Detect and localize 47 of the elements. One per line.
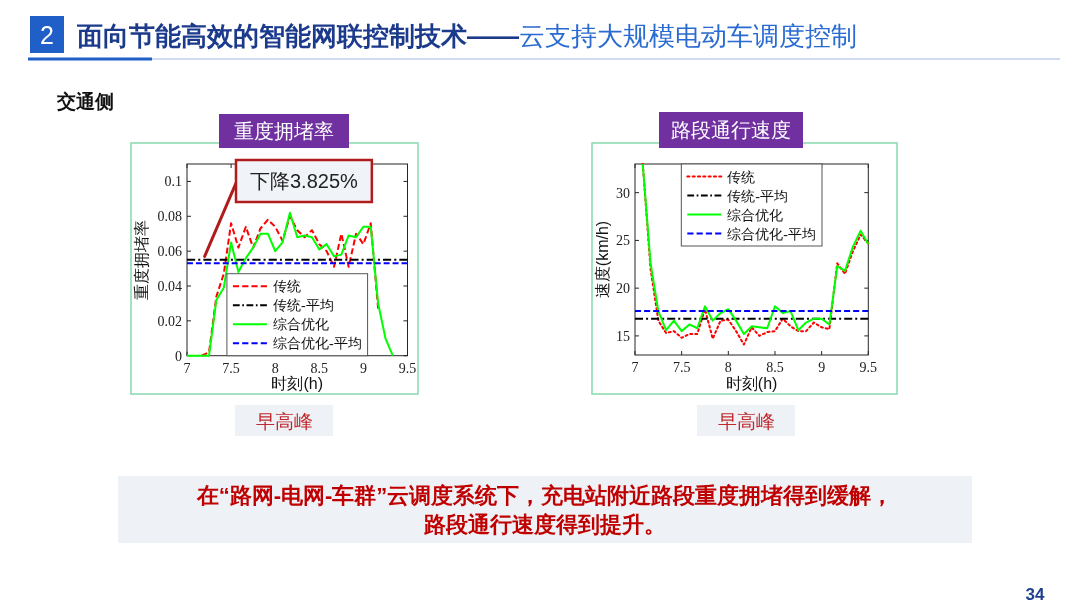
legend-label: 传统-平均 xyxy=(727,188,788,204)
x-axis-title: 时刻(h) xyxy=(725,375,778,392)
legend-label: 传统 xyxy=(727,169,756,185)
text: 34 xyxy=(1025,585,1045,604)
x-axis-title: 时刻(h) xyxy=(271,375,324,392)
text: 早高峰 xyxy=(255,410,313,432)
legend-label: 综合优化-平均 xyxy=(727,226,816,242)
y-tick-label: 30 xyxy=(616,185,630,201)
x-tick-label: 7 xyxy=(183,360,191,376)
x-tick-label: 9.5 xyxy=(859,360,878,375)
y-tick-label: 0.08 xyxy=(157,209,182,225)
legend-label: 传统 xyxy=(272,279,301,295)
x-tick-label: 8.5 xyxy=(766,360,784,375)
y-axis-title: 速度(km/h) xyxy=(593,220,611,299)
line-series xyxy=(200,215,380,357)
text: 2 xyxy=(40,21,54,49)
y-tick-label: 20 xyxy=(616,281,630,297)
chart-title: 重度拥堵率 xyxy=(234,120,334,142)
y-tick-label: 0 xyxy=(175,348,182,364)
y-axis-title: 重度拥堵率 xyxy=(133,219,151,300)
x-tick-label: 9 xyxy=(818,360,826,375)
y-tick-label: 0.06 xyxy=(157,244,182,260)
text: 在“路网-电网-车群”云调度系统下，充电站附近路段重度拥堵得到缓解，路段通行速度得到提升。 xyxy=(195,483,894,537)
chart-title: 路段通行速度 xyxy=(671,119,791,141)
x-tick-label: 9.5 xyxy=(398,360,417,376)
legend-label: 综合优化 xyxy=(727,207,784,223)
y-tick-label: 15 xyxy=(616,328,630,344)
annotation: 下降3.825% xyxy=(250,170,359,192)
y-tick-label: 0.02 xyxy=(157,313,182,329)
text: 交通侧 xyxy=(56,91,114,112)
y-tick-label: 0.04 xyxy=(157,278,182,294)
y-tick-label: 0.1 xyxy=(164,174,182,190)
text: 云支持大规模电动车调度控制 xyxy=(519,21,857,51)
x-tick-label: 8.5 xyxy=(310,360,329,376)
legend-label: 综合优化-平均 xyxy=(272,336,362,352)
x-tick-label: 7.5 xyxy=(222,360,240,376)
legend-label: 传统-平均 xyxy=(272,298,334,314)
text: 早高峰 xyxy=(717,410,775,432)
legend-label: 综合优化 xyxy=(272,317,329,333)
x-tick-label: 8 xyxy=(724,360,732,375)
line-series xyxy=(186,211,394,357)
x-tick-label: 9 xyxy=(359,360,367,376)
x-tick-label: 8 xyxy=(271,360,279,376)
x-tick-label: 7 xyxy=(631,360,639,375)
x-tick-label: 7.5 xyxy=(672,360,691,375)
y-tick-label: 25 xyxy=(616,233,630,249)
text: 面向节能高效的智能网联控制技术—— xyxy=(76,21,519,51)
